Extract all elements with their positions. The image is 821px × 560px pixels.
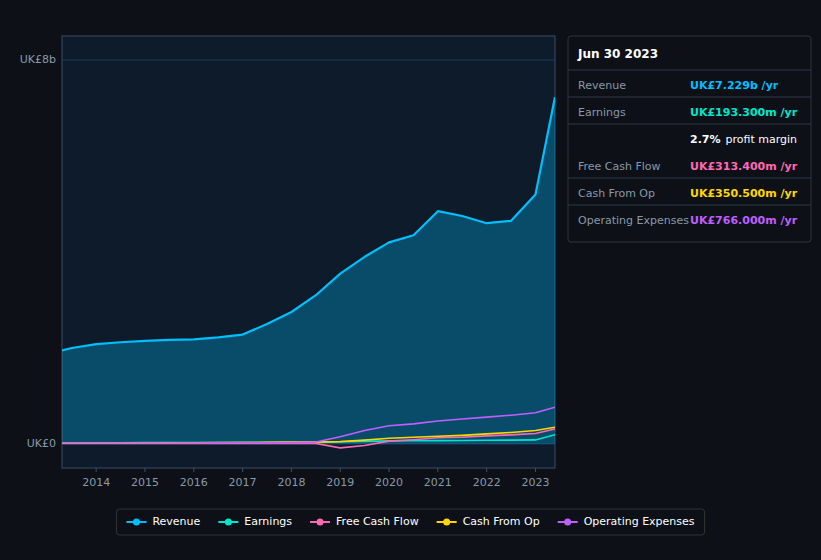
legend-marker: [443, 519, 450, 526]
x-tick-label: 2023: [521, 476, 549, 489]
line: [62, 407, 555, 443]
info-value: UK£7.229b /yr: [690, 79, 779, 92]
info-value: UK£350.500m /yr: [690, 187, 798, 200]
y-tick-label: UK£0: [27, 437, 56, 450]
legend-item: Operating Expenses: [558, 515, 695, 528]
legend-label: Earnings: [244, 515, 292, 528]
x-tick-label: 2014: [82, 476, 110, 489]
background: [0, 0, 821, 560]
x-tick: [389, 468, 390, 472]
x-tick-label: 2016: [180, 476, 208, 489]
x-tick-label: 2017: [229, 476, 257, 489]
line: [62, 97, 555, 350]
info-value: 2.7%: [690, 133, 721, 146]
legend-label: Revenue: [152, 515, 200, 528]
x-tick: [96, 468, 97, 472]
x-tick-label: 2019: [326, 476, 354, 489]
info-value: UK£766.000m /yr: [690, 214, 798, 227]
x-tick-label: 2018: [277, 476, 305, 489]
x-tick-label: 2020: [375, 476, 403, 489]
x-tick: [193, 468, 194, 472]
areas: [62, 97, 555, 444]
plot-frame: [62, 36, 555, 468]
x-tick: [535, 468, 536, 472]
x-tick-label: 2021: [424, 476, 452, 489]
separator: [568, 70, 811, 71]
lines: [62, 97, 555, 448]
line: [62, 429, 555, 448]
info-value: UK£193.300m /yr: [690, 106, 798, 119]
separator: [568, 205, 811, 206]
info-suffix: profit margin: [726, 133, 798, 146]
x-tick-label: 2015: [131, 476, 159, 489]
x-tick: [486, 468, 487, 472]
legend-label: Free Cash Flow: [336, 515, 419, 528]
legend-frame: [116, 509, 704, 535]
info-label: Revenue: [578, 79, 626, 92]
x-tick-label: 2022: [473, 476, 501, 489]
x-tick: [291, 468, 292, 472]
area: [62, 97, 555, 444]
info-label: Operating Expenses: [578, 214, 689, 227]
y-tick-label: UK£8b: [20, 53, 56, 66]
info-value: UK£313.400m /yr: [690, 160, 798, 173]
legend-item: Free Cash Flow: [310, 515, 419, 528]
x-tick: [340, 468, 341, 472]
info-label: Earnings: [578, 106, 626, 119]
chart: UK£0 UK£8b 2014 2015 2016 2017 2018 2019 2020 202…: [0, 0, 821, 560]
legend-item: Earnings: [218, 515, 292, 528]
x-tick: [144, 468, 145, 472]
legend-item: Cash From Op: [437, 515, 540, 528]
legend-marker: [564, 519, 571, 526]
legend: Revenue Earnings Free Cash Flow Cash From O…: [116, 509, 704, 535]
legend-label: Operating Expenses: [584, 515, 695, 528]
info-box: Jun 30 2023 Revenue UK£7.229b /yr Earnings U…: [568, 36, 811, 242]
legend-marker: [133, 519, 140, 526]
info-box-frame: [568, 36, 811, 242]
grid-line: [62, 60, 555, 61]
legend-marker: [317, 519, 324, 526]
x-tick: [437, 468, 438, 472]
separator: [568, 178, 811, 179]
info-box-title: Jun 30 2023: [577, 47, 658, 61]
separator: [568, 124, 811, 125]
legend-marker: [225, 519, 232, 526]
line: [62, 427, 555, 443]
info-label: Cash From Op: [578, 187, 655, 200]
separator: [568, 97, 811, 98]
legend-item: Revenue: [126, 515, 200, 528]
legend-label: Cash From Op: [463, 515, 540, 528]
info-label: Free Cash Flow: [578, 160, 661, 173]
plot-area: [62, 97, 555, 448]
x-tick: [242, 468, 243, 472]
